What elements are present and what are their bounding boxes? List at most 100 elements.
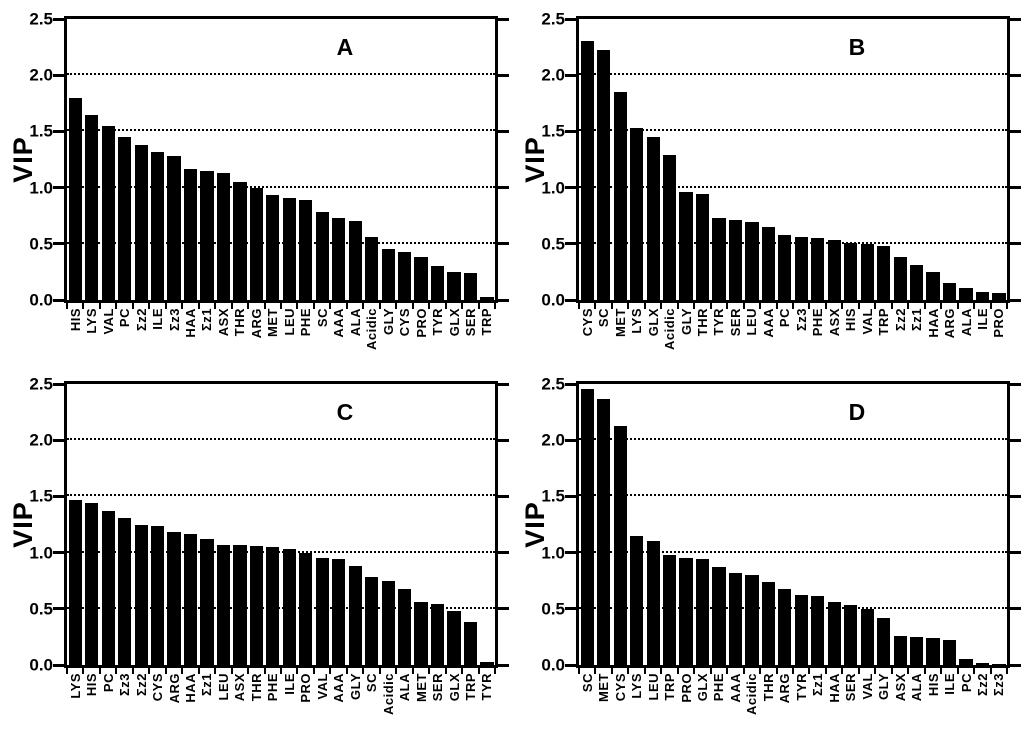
bar-slot (760, 384, 776, 665)
bar-slot (199, 384, 215, 665)
x-tick-label: Σz1 (199, 673, 215, 697)
bar (942, 640, 957, 665)
x-label-slot: TYR (479, 673, 495, 701)
bar-slot (744, 384, 760, 665)
x-tick-label: LYS (629, 308, 645, 334)
x-label-slot: HAA (925, 308, 941, 338)
panel-a: VIP A 0.0 0.5 1.0 1.5 2.0 2.5 HIS LYS VAL PC Σz2 I… (0, 0, 512, 365)
bar (315, 558, 329, 665)
x-tick-mark (131, 303, 134, 309)
x-label-slot: TRP (479, 308, 495, 336)
bar (463, 273, 478, 300)
bar (101, 125, 115, 300)
x-tick-mark (247, 668, 250, 674)
x-label-slot: ALA (958, 308, 974, 336)
bar-slot (595, 19, 611, 300)
x-tick-mark (197, 303, 200, 309)
x-tick-mark (148, 303, 151, 309)
x-tick-label: ASX (826, 308, 842, 337)
y-tick-label: 0.0 (541, 290, 565, 310)
bar (926, 638, 940, 665)
bar-slot (380, 19, 396, 300)
gridline (67, 550, 495, 553)
y-tick-mark-left (53, 663, 64, 667)
x-tick-label: THR (695, 308, 711, 337)
bar-slot (100, 384, 116, 665)
bar-slot (462, 384, 478, 665)
x-tick-mark (578, 303, 580, 309)
x-tick-mark (709, 668, 712, 674)
x-label-slot: SC (314, 308, 330, 327)
bar (860, 608, 874, 665)
x-tick-mark (329, 303, 332, 309)
y-tick-mark-left (565, 129, 576, 133)
y-tick-mark-left (565, 242, 576, 246)
x-tick-label: PHE (298, 308, 314, 337)
bar (860, 243, 874, 300)
bar (959, 287, 973, 300)
x-tick-label: GLY (678, 308, 694, 336)
bar-slot (429, 384, 445, 665)
x-tick-label: THR (760, 673, 776, 702)
bar-slot (199, 19, 215, 300)
x-label-slot: ARG (166, 673, 182, 703)
x-label-slot: ASX (892, 673, 908, 701)
x-label-slot: CYS (612, 673, 628, 701)
x-tick-label: Σz3 (793, 308, 809, 332)
x-label-slot: SER (429, 673, 445, 701)
bar (877, 246, 891, 300)
x-tick-mark (214, 303, 217, 309)
x-tick-mark (578, 668, 580, 674)
x-tick-mark (676, 668, 679, 674)
bar (315, 212, 329, 300)
x-tick-mark (66, 303, 68, 309)
x-tick-label: CYS (612, 673, 628, 702)
y-tick-mark-right (498, 551, 509, 555)
x-tick-label: Σz2 (974, 673, 990, 697)
y-tick-mark-right (1010, 17, 1021, 21)
x-label-slot: TYR (793, 673, 809, 701)
x-tick-label: VAL (859, 673, 875, 700)
bar-slot (396, 19, 412, 300)
y-tick-label: 1.5 (541, 486, 565, 506)
x-tick-mark (1006, 668, 1008, 674)
x-tick-mark (610, 303, 613, 309)
x-label-slot: SC (579, 673, 595, 692)
x-label-slot: GLX (446, 308, 462, 336)
x-tick-mark (627, 668, 630, 674)
x-tick-mark (759, 303, 762, 309)
bar-slot (413, 384, 429, 665)
bar (778, 234, 792, 300)
x-label-slot: PHE (298, 308, 314, 336)
bar-slot (612, 19, 628, 300)
bar-slot (265, 19, 281, 300)
panel-b: VIP B 0.0 0.5 1.0 1.5 2.0 2.5 CYS SC MET LYS GLX A… (512, 0, 1024, 365)
plot-area: D 0.0 0.5 1.0 1.5 2.0 2.5 (541, 376, 1021, 674)
x-label-slot: VAL (314, 673, 330, 700)
bar-slot (446, 384, 462, 665)
y-axis-title: VIP (6, 16, 40, 303)
bar-slot (396, 384, 412, 665)
x-label-slot: Acidic (363, 308, 379, 350)
gridline (579, 606, 1007, 609)
y-tick-label: 0.0 (541, 655, 565, 675)
x-tick-mark (923, 668, 926, 674)
plot-area: B 0.0 0.5 1.0 1.5 2.0 2.5 (541, 11, 1021, 309)
y-tick-label: 2.0 (541, 65, 565, 85)
x-tick-mark (973, 668, 976, 674)
x-label-slot: HAA (826, 673, 842, 703)
bar-slot (727, 384, 743, 665)
y-tick-mark-right (498, 242, 509, 246)
x-tick-label: ILE (942, 673, 958, 695)
y-tick-mark-right (1010, 73, 1021, 77)
bar (613, 425, 627, 665)
bar (348, 566, 362, 665)
x-tick-mark (907, 668, 910, 674)
y-tick-label: 0.5 (541, 599, 565, 619)
x-label-slot: MET (413, 673, 429, 702)
x-label-slot: Acidic (744, 673, 760, 715)
x-tick-mark (263, 303, 266, 309)
bar (167, 532, 181, 665)
x-label-slot: ARG (777, 673, 793, 703)
x-label-slot: PC (777, 308, 793, 327)
